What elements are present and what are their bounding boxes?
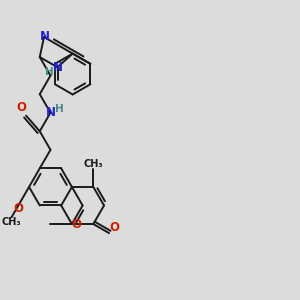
Text: O: O bbox=[72, 218, 82, 230]
Text: CH₃: CH₃ bbox=[83, 159, 103, 169]
Text: H: H bbox=[55, 104, 64, 114]
Text: CH₃: CH₃ bbox=[2, 217, 21, 227]
Text: H: H bbox=[45, 67, 54, 77]
Text: N: N bbox=[46, 106, 56, 119]
Text: O: O bbox=[109, 221, 119, 234]
Text: O: O bbox=[16, 101, 26, 114]
Text: N: N bbox=[40, 30, 50, 43]
Text: N: N bbox=[52, 61, 62, 74]
Text: O: O bbox=[13, 202, 23, 215]
